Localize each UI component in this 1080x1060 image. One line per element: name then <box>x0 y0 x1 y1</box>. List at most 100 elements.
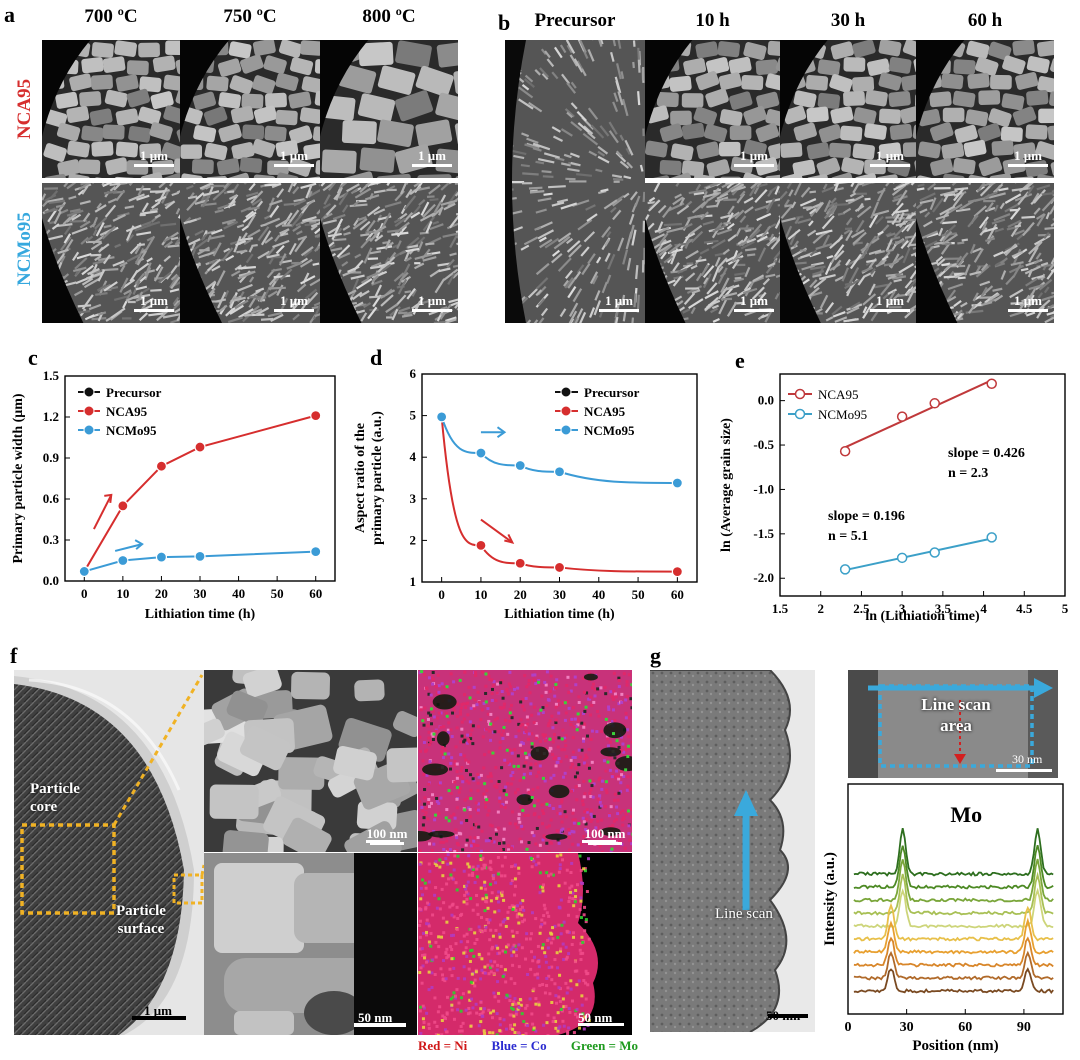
x-tick-label: 4 <box>980 601 987 616</box>
legend-marker-Precursor <box>560 386 572 398</box>
sem-nca95-60h <box>916 40 1054 178</box>
x-tick-label: 30 <box>194 586 207 601</box>
intensity-trace <box>853 887 1054 929</box>
y-tick-label: -1.5 <box>753 526 774 541</box>
panel-b-col-precursor: Precursor <box>534 10 616 31</box>
fit-line-NCMo95 <box>844 537 992 572</box>
point-NCA95 <box>553 561 566 574</box>
scalebar-f-eds-bottom: 50 nm <box>578 1010 613 1025</box>
intensity-trace <box>853 902 1054 942</box>
sem-ncmo95-700C-scalebar: 1 μm <box>140 293 168 308</box>
legend-marker-NCA95 <box>560 405 572 417</box>
scalebar-g-tem: 50 nm <box>766 1008 801 1023</box>
chart-title-mo: Mo <box>950 802 982 827</box>
point-NCMo95 <box>155 551 168 563</box>
series-line-NCA95 <box>83 414 316 572</box>
y-tick-label: 0.9 <box>43 450 60 465</box>
legend-label-Precursor: Precursor <box>106 385 162 400</box>
intensity-trace <box>853 828 1054 877</box>
line-scan-area-image <box>848 670 1058 778</box>
trend-arrowhead-ncmo95 <box>134 539 144 550</box>
plot-frame <box>779 373 1066 597</box>
panel-c-label: c <box>28 345 38 370</box>
trend-arrowhead-ncmo95 <box>496 426 507 439</box>
stem-core-image <box>204 670 417 852</box>
intensity-trace <box>853 936 1054 968</box>
intensity-trace <box>853 844 1054 890</box>
tem-image <box>650 670 815 1032</box>
x-tick-label: 0 <box>845 1020 852 1035</box>
x-tick-label: 60 <box>671 587 684 602</box>
point-NCMo95 <box>475 447 487 459</box>
legend-marker-NCMo95 <box>83 424 95 436</box>
annotation-n-nca95: n = 2.3 <box>948 466 988 481</box>
y-axis-label: ln (Average grain size) <box>719 418 734 552</box>
x-tick-label: 90 <box>1017 1020 1031 1035</box>
row-label-nca95: NCA95 <box>14 78 35 140</box>
line-scan-label: Line scan <box>715 906 773 922</box>
panel-a-col-800: 800 ºC <box>362 6 416 27</box>
sem-nca95-10h <box>645 40 780 178</box>
point-NCMo95 <box>310 546 322 558</box>
y-tick-label: 0.6 <box>43 491 60 506</box>
intensity-trace <box>853 871 1054 916</box>
y-tick-label: 0.0 <box>758 393 774 408</box>
sem-ncmo95-30h <box>780 183 916 323</box>
intensity-trace <box>853 950 1054 981</box>
eds-map-surface <box>418 853 632 1035</box>
point-NCMo95 <box>436 411 448 423</box>
legend-marker-NCMo95 <box>560 424 572 436</box>
sem-nca95-700C-scalebar: 1 μm <box>140 148 168 163</box>
intensity-trace <box>853 967 1054 995</box>
stem-surface-image <box>204 853 417 1035</box>
legend-co: Blue = Co <box>491 1038 547 1053</box>
legend-label-NCA95: NCA95 <box>106 404 148 419</box>
x-tick-label: 3 <box>899 601 906 616</box>
point-NCA95 <box>839 446 851 457</box>
y-tick-label: 0.3 <box>43 532 60 547</box>
plot-frame <box>421 373 698 583</box>
legend-label-NCMo95: NCMo95 <box>584 423 635 438</box>
sem-precursor <box>505 40 645 323</box>
y-tick-label: 1 <box>410 574 417 589</box>
annotation-slope-nca95: slope = 0.426 <box>948 446 1025 461</box>
fit-line-NCA95 <box>844 379 993 449</box>
y-tick-label: 6 <box>410 366 417 381</box>
x-tick-label: 20 <box>514 587 527 602</box>
sem-precursor-scalebar: 1 μm <box>605 293 633 308</box>
y-tick-label: 1.2 <box>43 409 59 424</box>
x-tick-label: 50 <box>271 586 284 601</box>
legend-label-NCMo95: NCMo95 <box>818 407 867 422</box>
x-tick-label: 3.5 <box>935 601 952 616</box>
trend-arrow-nca95 <box>93 494 113 530</box>
intensity-trace <box>853 858 1054 903</box>
row-label-ncmo95: NCMo95 <box>14 212 35 286</box>
panel-a-label: a <box>4 2 15 27</box>
x-tick-label: 2.5 <box>853 601 870 616</box>
sem-ncmo95-800C <box>320 183 458 323</box>
panel-g-label: g <box>650 643 661 668</box>
sem-ncmo95-30h-scalebar: 1 μm <box>876 293 904 308</box>
point-NCMo95 <box>986 532 997 543</box>
y-tick-label: -0.5 <box>753 437 774 452</box>
sem-nca95-10h-scalebar: 1 μm <box>740 148 768 163</box>
point-NCMo95 <box>194 550 206 562</box>
sem-ncmo95-750C <box>180 183 320 323</box>
point-NCMo95 <box>514 459 526 472</box>
sem-nca95-30h-scalebar: 1 μm <box>876 148 904 163</box>
x-tick-label: 40 <box>592 587 605 602</box>
y-tick-label: 2 <box>410 532 417 547</box>
sem-ncmo95-750C-scalebar: 1 μm <box>280 293 308 308</box>
point-NCA95 <box>671 566 683 578</box>
y-tick-label: 5 <box>410 408 417 423</box>
x-tick-label: 10 <box>116 586 129 601</box>
sem-ncmo95-10h <box>645 183 780 323</box>
panel-a-col-700: 700 ºC <box>84 6 138 27</box>
sem-nca95-800C-scalebar: 1 μm <box>418 148 446 163</box>
eds-map-core <box>418 670 632 852</box>
line-scan-area-label: Line scan area <box>921 695 991 735</box>
legend-label-NCA95: NCA95 <box>584 404 626 419</box>
particle-cross-section-image <box>14 670 204 1035</box>
x-axis-label: Lithiation time (h) <box>504 607 615 622</box>
particle-core-label: Particle core <box>30 781 80 815</box>
